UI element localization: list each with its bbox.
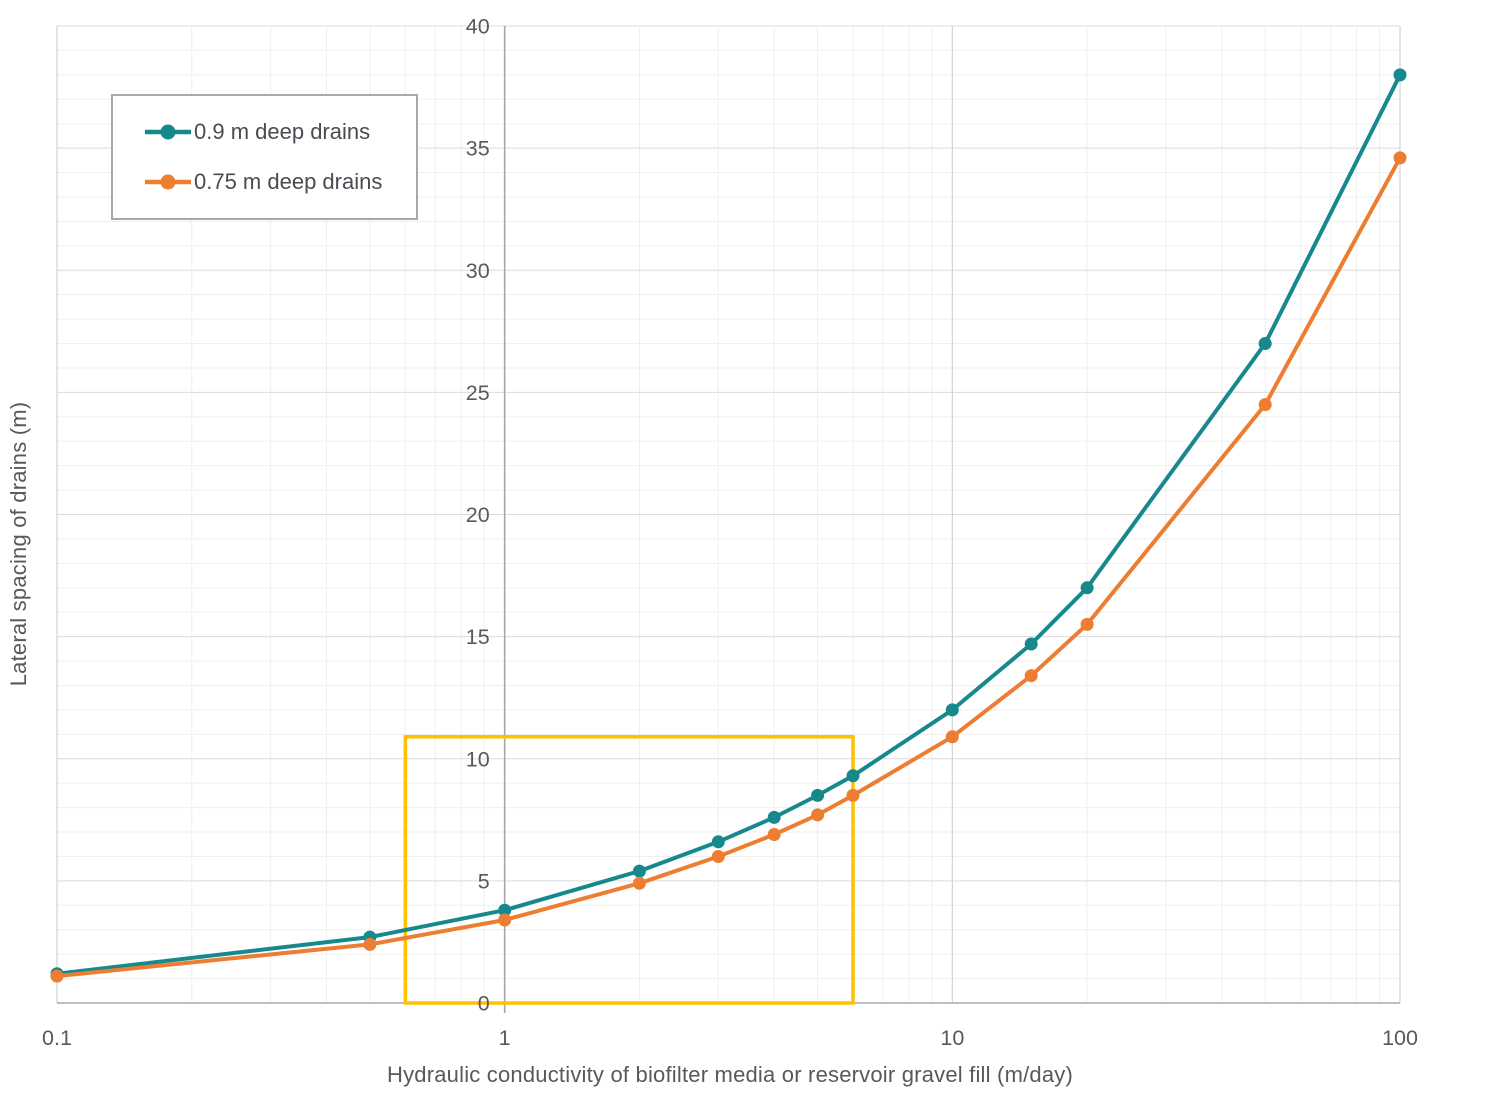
data-point-marker (1024, 637, 1038, 651)
data-point-marker (1393, 68, 1407, 82)
x-axis-title: Hydraulic conductivity of biofilter medi… (386, 1062, 1074, 1087)
data-point-marker (50, 969, 64, 983)
y-tick-label: 10 (466, 747, 490, 771)
legend-item-075m-deep-drains: 0.75 m deep drains (144, 169, 416, 195)
data-point-marker (1080, 617, 1094, 631)
y-tick-label: 25 (466, 381, 490, 405)
y-tick-label: 15 (466, 625, 490, 649)
y-axis-title: Lateral spacing of drains (m) (6, 401, 31, 687)
data-point-marker (767, 828, 781, 841)
data-point-marker (711, 835, 725, 849)
y-tick-label: 30 (466, 259, 490, 283)
gridlines-minor (57, 26, 1400, 1003)
x-tick-label: 1 (499, 1026, 511, 1050)
data-point-marker (1393, 151, 1407, 165)
data-point-marker (1258, 337, 1272, 350)
y-tick-label: 0 (478, 992, 490, 1016)
data-point-marker (1258, 398, 1272, 412)
data-point-marker (767, 810, 781, 824)
series-075m-deep-drains (50, 151, 1407, 983)
series-line (55, 155, 1402, 979)
data-point-marker (846, 788, 860, 802)
x-tick-label: 0.1 (42, 1026, 72, 1050)
data-point-marker (1024, 669, 1038, 683)
y-tick-label: 35 (466, 137, 490, 161)
y-tick-label: 20 (466, 503, 490, 527)
data-point-marker (1080, 581, 1094, 595)
data-point-marker (945, 703, 959, 717)
data-point-marker (811, 788, 825, 802)
data-point-marker (498, 903, 512, 917)
y-tick-label: 5 (478, 869, 490, 893)
legend-label-075m: 0.75 m deep drains (194, 168, 383, 194)
data-point-marker (811, 808, 825, 822)
x-tick-label: 10 (940, 1026, 964, 1050)
tick-labels: 0 5 10 15 20 25 30 35 40 0.1 1 10 100 (42, 15, 1418, 1051)
y-tick-label: 40 (466, 15, 490, 39)
data-point-marker (632, 864, 646, 878)
data-point-marker (945, 730, 959, 744)
legend: 0.9 m deep drains 0.75 m deep drains (111, 94, 418, 220)
data-point-marker (846, 769, 860, 783)
legend-swatch-line-marker-icon (145, 124, 191, 140)
data-point-marker (632, 876, 646, 890)
highlight-box (403, 735, 855, 1005)
legend-label-09m: 0.9 m deep drains (194, 119, 371, 145)
legend-swatch-line-marker-icon (145, 174, 191, 190)
x-tick-label: 100 (1382, 1026, 1418, 1050)
data-point-marker (711, 850, 725, 863)
data-point-marker (363, 937, 377, 951)
data-point-marker (498, 913, 512, 927)
legend-item-09m-deep-drains: 0.9 m deep drains (144, 119, 416, 145)
